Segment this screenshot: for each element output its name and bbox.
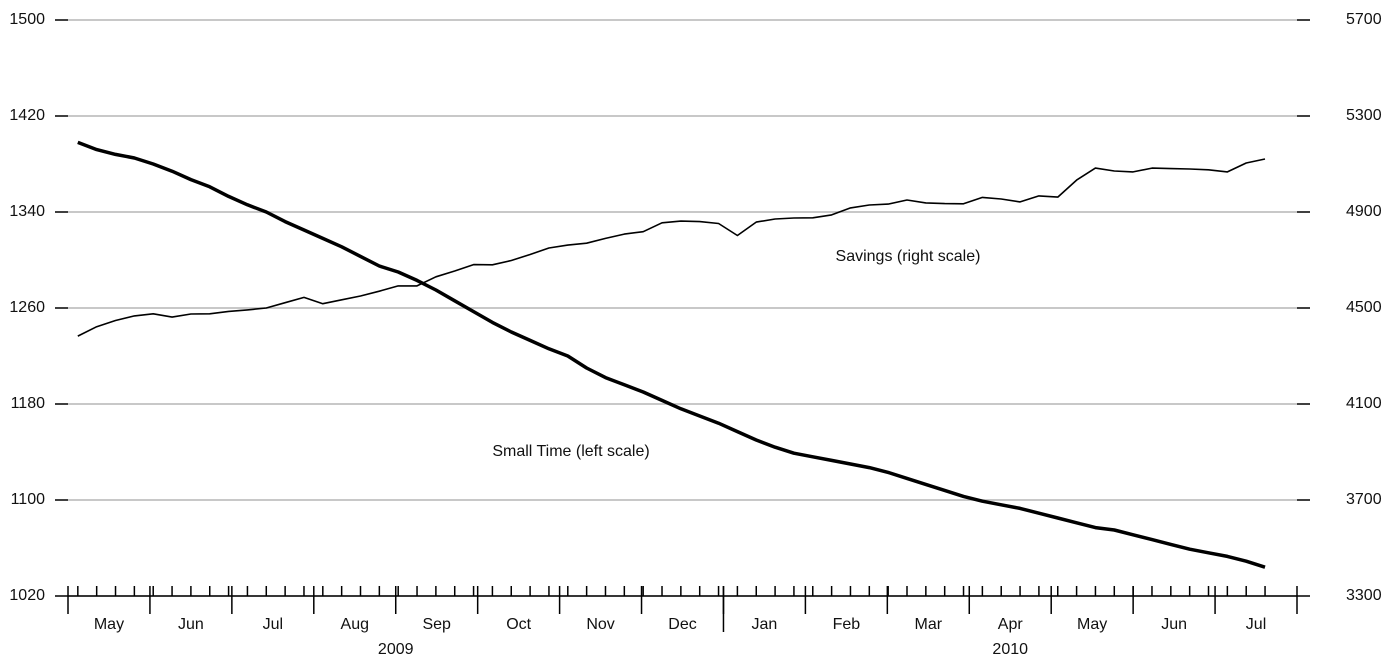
year-label: 2010 [992,641,1028,658]
y2-tick-label: 3300 [1346,587,1382,604]
x-tick-label: Aug [341,616,369,633]
x-tick-label: Sep [422,616,451,633]
x-tick-label: Jun [1161,616,1187,633]
x-tick-label: Jul [1246,616,1266,633]
x-tick-label: Oct [506,616,531,633]
x-tick-label: Jan [752,616,778,633]
y-tick-label: 1260 [9,299,45,316]
y2-tick-label: 3700 [1346,491,1382,508]
series-line [77,158,1266,337]
x-tick-label: Dec [668,616,696,633]
x-tick-label: Mar [915,616,943,633]
x-tick-label: May [94,616,124,633]
x-tick-label: Nov [586,616,614,633]
y2-tick-label: 4500 [1346,299,1382,316]
y2-tick-label: 5300 [1346,107,1382,124]
series-annotation: Small Time (left scale) [492,443,649,460]
y-tick-label: 1180 [11,395,46,412]
x-tick-label: Jul [263,616,283,633]
series-annotation: Savings (right scale) [836,248,981,265]
series-line [77,140,1266,569]
y-tick-label: 1420 [9,107,45,124]
x-tick-label: Feb [833,616,861,633]
y2-tick-label: 5700 [1346,11,1382,28]
y-tick-label: 1100 [11,491,46,508]
y-tick-label: 1340 [9,203,45,220]
x-tick-label: May [1077,616,1107,633]
year-label: 2009 [378,641,414,658]
y-tick-label: 1020 [9,587,45,604]
y2-tick-label: 4900 [1346,203,1382,220]
x-tick-label: Apr [998,616,1024,633]
y2-tick-label: 4100 [1346,395,1382,412]
y-tick-label: 1500 [9,11,45,28]
x-tick-label: Jun [178,616,204,633]
